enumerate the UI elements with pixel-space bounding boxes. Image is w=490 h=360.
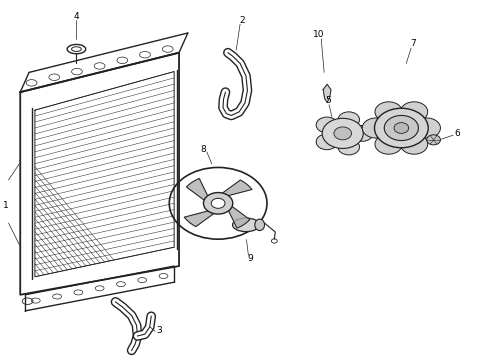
Polygon shape	[227, 203, 250, 228]
Circle shape	[400, 134, 428, 154]
Text: 10: 10	[313, 30, 324, 39]
Polygon shape	[218, 180, 252, 197]
Ellipse shape	[255, 219, 265, 230]
Circle shape	[384, 116, 418, 140]
Circle shape	[338, 112, 360, 128]
Text: 4: 4	[74, 12, 79, 21]
Text: 5: 5	[325, 96, 331, 105]
Circle shape	[400, 102, 428, 122]
Polygon shape	[184, 210, 218, 226]
Circle shape	[203, 193, 233, 214]
Circle shape	[316, 117, 338, 133]
Polygon shape	[187, 179, 210, 203]
Circle shape	[322, 118, 363, 148]
Circle shape	[316, 134, 338, 150]
Circle shape	[375, 134, 402, 154]
Circle shape	[362, 118, 390, 138]
Circle shape	[413, 118, 441, 138]
Circle shape	[351, 126, 373, 141]
Circle shape	[338, 139, 360, 155]
Circle shape	[211, 198, 225, 208]
Circle shape	[374, 108, 428, 148]
Text: 8: 8	[200, 145, 206, 154]
Polygon shape	[323, 84, 331, 102]
Circle shape	[427, 135, 441, 145]
Circle shape	[334, 127, 351, 140]
Text: 2: 2	[240, 16, 245, 25]
Ellipse shape	[233, 218, 259, 231]
Text: 3: 3	[157, 326, 162, 335]
Text: 9: 9	[247, 255, 253, 264]
Circle shape	[375, 102, 402, 122]
Text: 1: 1	[3, 201, 8, 210]
Text: 7: 7	[411, 39, 416, 48]
Circle shape	[394, 123, 409, 134]
Text: 6: 6	[455, 129, 461, 138]
